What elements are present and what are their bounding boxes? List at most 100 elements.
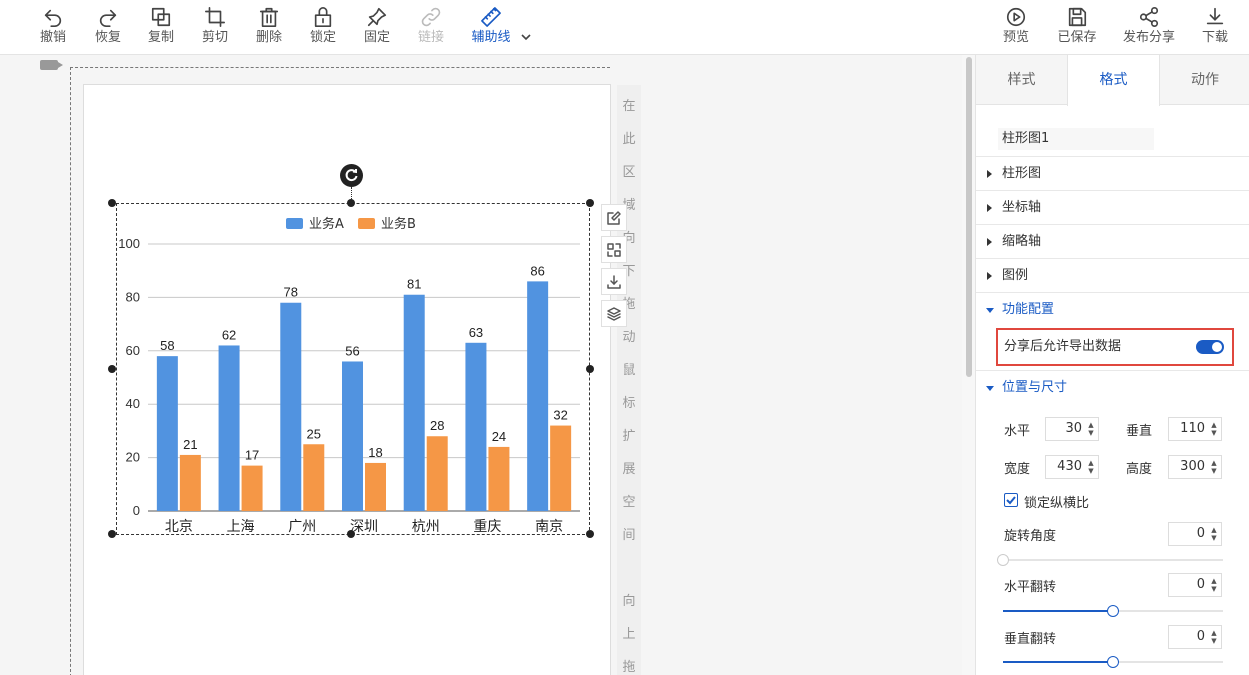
rotate-handle[interactable] [340,164,363,187]
section-function[interactable]: 功能配置 [976,292,1249,326]
section-thumb-axis[interactable]: 缩略轴 [976,224,1249,258]
guides-button[interactable]: 辅助线 [466,6,516,46]
spinner-arrows-icon[interactable]: ▲ ▼ [1211,629,1217,645]
link-button[interactable]: 链接 [406,6,456,46]
spinner-arrows-icon[interactable]: ▲ ▼ [1088,421,1094,437]
share-icon [1139,7,1159,27]
allow-export-toggle[interactable] [1196,340,1224,354]
resize-handle-bottom-left[interactable] [108,530,116,538]
drop-hint-char: 区 [622,165,636,180]
section-axis[interactable]: 坐标轴 [976,190,1249,224]
horizontal-label: 水平 [1004,424,1031,439]
spinner-arrows-icon[interactable]: ▲ ▼ [1211,577,1217,593]
scrollbar-thumb[interactable] [966,57,972,377]
drop-hint-char: 鼠 [622,363,636,378]
section-bar[interactable]: 柱形图 [976,156,1249,190]
spinner-arrows-icon[interactable]: ▲ ▼ [1211,459,1217,475]
design-canvas[interactable]: 在此区域向下拖动鼠标扩展空间向上拖 0 20 40 60 80 100 58 21 北京 62 17… [0,55,962,675]
section-legend[interactable]: 图例 [976,258,1249,292]
allow-export-setting: 分享后允许导出数据 [996,328,1234,366]
preview-button[interactable]: 预览 [991,6,1041,46]
crop-label: 剪切 [201,30,228,45]
copy-icon [151,7,171,27]
delete-button[interactable]: 删除 [244,6,294,46]
drop-hint-char: 上 [622,627,636,642]
switch-chart-button[interactable] [601,236,627,263]
resize-handle-top-left[interactable] [108,199,116,207]
guides-dropdown-button[interactable] [519,29,533,43]
share-button[interactable]: 发布分享 [1118,6,1180,46]
width-input[interactable]: 430 ▲ ▼ [1045,455,1099,479]
bar-b [241,465,263,511]
legend-swatch [358,218,375,229]
caret-down-icon [986,386,994,391]
saved-button[interactable]: 已保存 [1050,6,1104,46]
height-value: 300 [1180,459,1205,474]
legend-label: 业务A [309,216,344,232]
drop-hint-char: 在 [622,99,636,114]
flip-horizontal-slider[interactable] [1003,605,1223,617]
bar-chart[interactable]: 0 20 40 60 80 100 58 21 北京 62 17 上海 78 25 广州 56 18 深圳 81 28… [116,203,590,535]
x-tick-label: 广州 [288,519,316,535]
undo-button[interactable]: 撤销 [28,6,78,46]
download-icon [1206,7,1224,25]
horizontal-value: 30 [1065,421,1082,436]
rotate-slider[interactable] [997,554,1223,566]
copy-button[interactable]: 复制 [136,6,186,46]
drop-hint-char: 标 [622,396,636,411]
tab-style[interactable]: 样式 [1007,72,1036,88]
height-input[interactable]: 300 ▲ ▼ [1168,455,1222,479]
legend-label: 业务B [381,216,416,232]
lock-button[interactable]: 锁定 [298,6,348,46]
share-label: 发布分享 [1122,30,1175,45]
lock-ratio-checkbox[interactable] [1004,493,1018,507]
tab-format[interactable]: 格式 [1067,55,1160,106]
delete-label: 删除 [255,30,282,45]
horizontal-guide-line[interactable] [70,67,610,68]
layer-button[interactable] [601,300,627,327]
crop-button[interactable]: 剪切 [190,6,240,46]
export-chart-button[interactable] [601,268,627,295]
width-value: 430 [1057,459,1082,474]
pin-button[interactable]: 固定 [352,6,402,46]
edit-data-button[interactable] [601,204,627,231]
bar-b [550,425,572,511]
resize-handle-top[interactable] [347,199,355,207]
caret-right-icon [987,204,992,212]
data-label: 28 [430,418,444,433]
tab-action[interactable]: 动作 [1191,72,1219,88]
spinner-arrows-icon[interactable]: ▲ ▼ [1088,459,1094,475]
resize-handle-bottom-right[interactable] [586,530,594,538]
rotate-input[interactable]: 0 ▲ ▼ [1168,522,1222,546]
spinner-arrows-icon[interactable]: ▲ ▼ [1211,526,1217,542]
bar-b [303,444,325,511]
redo-button[interactable]: 恢复 [83,6,133,46]
resize-handle-top-right[interactable] [586,199,594,207]
saved-label: 已保存 [1057,30,1097,45]
flip-vertical-slider[interactable] [1003,656,1223,668]
data-label: 81 [407,277,421,292]
rotate-icon [345,169,358,182]
flip-vertical-slider-knob[interactable] [1107,656,1119,668]
extend-space-hint[interactable]: 在此区域向下拖动鼠标扩展空间向上拖 [617,85,641,675]
drop-hint-char: 展 [622,462,636,477]
rotate-slider-knob[interactable] [997,554,1009,566]
save-icon [1068,7,1087,27]
download-button[interactable]: 下载 [1190,6,1240,46]
caret-down-icon [986,308,994,313]
resize-handle-left[interactable] [108,365,116,373]
spinner-arrows-icon[interactable]: ▲ ▼ [1211,421,1217,437]
canvas-scrollbar[interactable] [962,55,975,675]
vertical-guide-line[interactable] [70,67,71,675]
horizontal-input[interactable]: 30 ▲ ▼ [1045,417,1099,441]
guide-tag[interactable] [40,60,63,70]
flip-horizontal-slider-knob[interactable] [1107,605,1119,617]
chart-selection-box[interactable] [116,203,590,535]
component-name-field[interactable]: 柱形图1 [998,128,1154,150]
flip-vertical-input[interactable]: 0 ▲ ▼ [1168,625,1222,649]
resize-handle-right[interactable] [586,365,594,373]
resize-handle-bottom[interactable] [347,530,355,538]
section-position[interactable]: 位置与尺寸 [976,370,1249,404]
vertical-input[interactable]: 110 ▲ ▼ [1168,417,1222,441]
flip-horizontal-input[interactable]: 0 ▲ ▼ [1168,573,1222,597]
